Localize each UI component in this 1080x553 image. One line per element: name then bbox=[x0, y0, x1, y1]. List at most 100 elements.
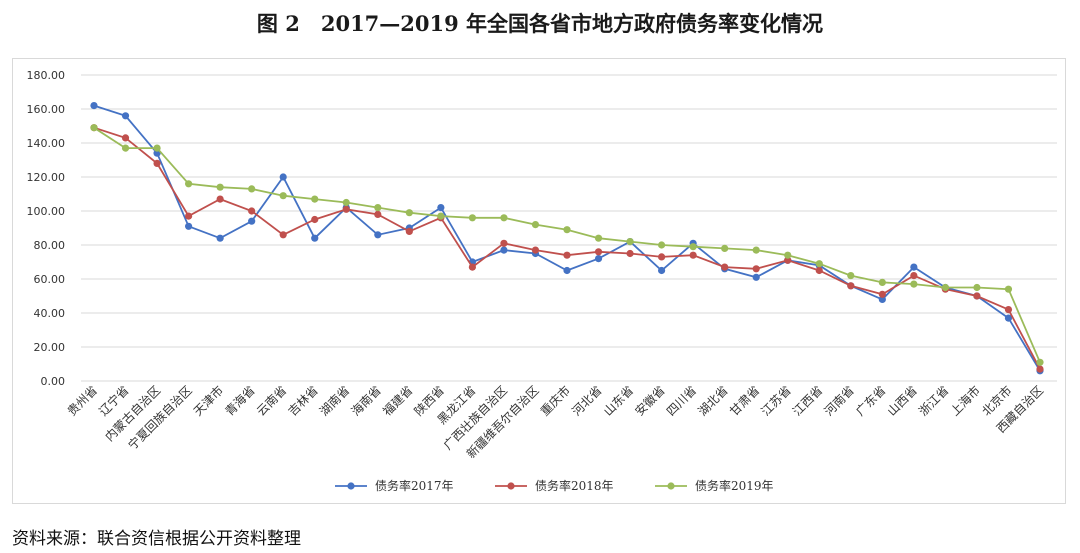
y-tick-label: 60.00 bbox=[34, 273, 66, 286]
data-point bbox=[847, 282, 855, 290]
data-point bbox=[563, 226, 571, 234]
data-point bbox=[1036, 365, 1044, 373]
x-tick-label: 四川省 bbox=[664, 383, 699, 418]
data-point bbox=[468, 214, 476, 222]
data-point bbox=[248, 185, 256, 193]
data-point bbox=[1004, 285, 1013, 293]
data-point bbox=[973, 283, 981, 292]
x-tick-label: 广东省 bbox=[853, 383, 888, 418]
data-point bbox=[405, 209, 413, 217]
data-point bbox=[658, 253, 666, 261]
x-tick-label: 云南省 bbox=[253, 383, 289, 419]
data-point bbox=[721, 244, 729, 252]
y-tick-label: 160.00 bbox=[27, 103, 66, 116]
data-point bbox=[185, 212, 193, 220]
data-point bbox=[784, 256, 792, 264]
data-point bbox=[594, 255, 603, 263]
data-point bbox=[689, 243, 697, 251]
data-point bbox=[847, 272, 855, 280]
data-point bbox=[121, 112, 130, 120]
data-point bbox=[90, 102, 98, 110]
legend-marker bbox=[347, 482, 355, 490]
data-point bbox=[121, 134, 130, 142]
data-point bbox=[311, 234, 319, 242]
data-point bbox=[563, 251, 571, 259]
data-point bbox=[374, 231, 382, 239]
y-tick-label: 20.00 bbox=[34, 341, 66, 354]
data-point bbox=[878, 295, 886, 303]
data-point bbox=[689, 251, 697, 259]
x-tick-label: 湖北省 bbox=[695, 383, 731, 419]
x-tick-label: 山东省 bbox=[601, 383, 636, 418]
y-tick-label: 40.00 bbox=[34, 307, 66, 320]
data-point bbox=[185, 180, 193, 188]
y-tick-label: 180.00 bbox=[27, 69, 66, 82]
data-point bbox=[185, 222, 193, 230]
legend-label: 债务率2018年 bbox=[535, 478, 614, 493]
data-point bbox=[500, 214, 508, 222]
data-point bbox=[910, 272, 918, 280]
data-point bbox=[815, 260, 823, 268]
data-point bbox=[500, 246, 508, 254]
data-point bbox=[311, 215, 319, 224]
x-tick-label: 江苏省 bbox=[758, 383, 793, 418]
data-point bbox=[531, 221, 540, 229]
data-point bbox=[311, 195, 319, 203]
data-point bbox=[374, 204, 382, 212]
data-point bbox=[437, 212, 445, 220]
x-tick-label: 天津市 bbox=[190, 383, 226, 419]
y-tick-label: 120.00 bbox=[27, 171, 66, 184]
data-point bbox=[248, 207, 256, 215]
legend-marker bbox=[667, 482, 675, 490]
series-line bbox=[93, 104, 1041, 372]
data-point bbox=[153, 144, 161, 152]
legend-label: 债务率2019年 bbox=[695, 478, 774, 493]
data-point bbox=[658, 266, 666, 275]
x-tick-label: 上海市 bbox=[947, 383, 983, 419]
data-point bbox=[878, 278, 886, 286]
data-point bbox=[216, 195, 224, 203]
y-tick-label: 140.00 bbox=[27, 137, 66, 150]
y-tick-label: 0.00 bbox=[41, 375, 66, 388]
x-tick-label: 甘肃省 bbox=[727, 383, 762, 418]
data-point bbox=[910, 263, 918, 271]
line-chart: 0.00 20.00 40.00 60.00 80.00 100.00 120.00 140.… bbox=[27, 69, 1057, 493]
data-point bbox=[342, 205, 350, 213]
data-point bbox=[626, 249, 634, 258]
x-tick-label: 湖南省 bbox=[316, 383, 352, 419]
data-point bbox=[374, 210, 382, 218]
series-line bbox=[93, 126, 1041, 370]
x-tick-label: 青海省 bbox=[222, 383, 258, 419]
x-tick-label: 吉林省 bbox=[285, 383, 320, 418]
data-point bbox=[153, 159, 161, 167]
data-point bbox=[594, 234, 603, 242]
data-point bbox=[626, 238, 634, 246]
data-point bbox=[279, 231, 287, 239]
data-point bbox=[405, 227, 413, 235]
source-note: 资料来源：联合资信根据公开资料整理 bbox=[12, 529, 301, 549]
data-point bbox=[90, 124, 98, 132]
data-point bbox=[500, 239, 508, 247]
data-point bbox=[342, 198, 350, 207]
data-point bbox=[752, 273, 760, 281]
data-point bbox=[437, 204, 445, 212]
legend-marker bbox=[507, 482, 515, 490]
data-point bbox=[121, 144, 130, 152]
data-point bbox=[1036, 358, 1044, 366]
data-point bbox=[468, 263, 476, 271]
data-point bbox=[216, 183, 224, 191]
chart-title: 图 2 2017—2019 年全国各省市地方政府债务率变化情况 bbox=[256, 11, 824, 36]
data-point bbox=[910, 280, 918, 288]
data-point bbox=[941, 283, 950, 292]
chart-frame: 0.00 20.00 40.00 60.00 80.00 100.00 120.00 140.… bbox=[12, 58, 1066, 504]
data-point bbox=[216, 234, 224, 242]
x-tick-label: 福建省 bbox=[379, 383, 415, 419]
data-point bbox=[973, 292, 981, 300]
x-tick-label: 安徽省 bbox=[632, 383, 668, 419]
data-point bbox=[1004, 306, 1013, 314]
y-tick-label: 80.00 bbox=[34, 239, 66, 252]
data-point bbox=[594, 248, 603, 256]
x-tick-label: 山西省 bbox=[885, 383, 920, 418]
data-point bbox=[279, 173, 287, 181]
data-point bbox=[784, 251, 792, 259]
